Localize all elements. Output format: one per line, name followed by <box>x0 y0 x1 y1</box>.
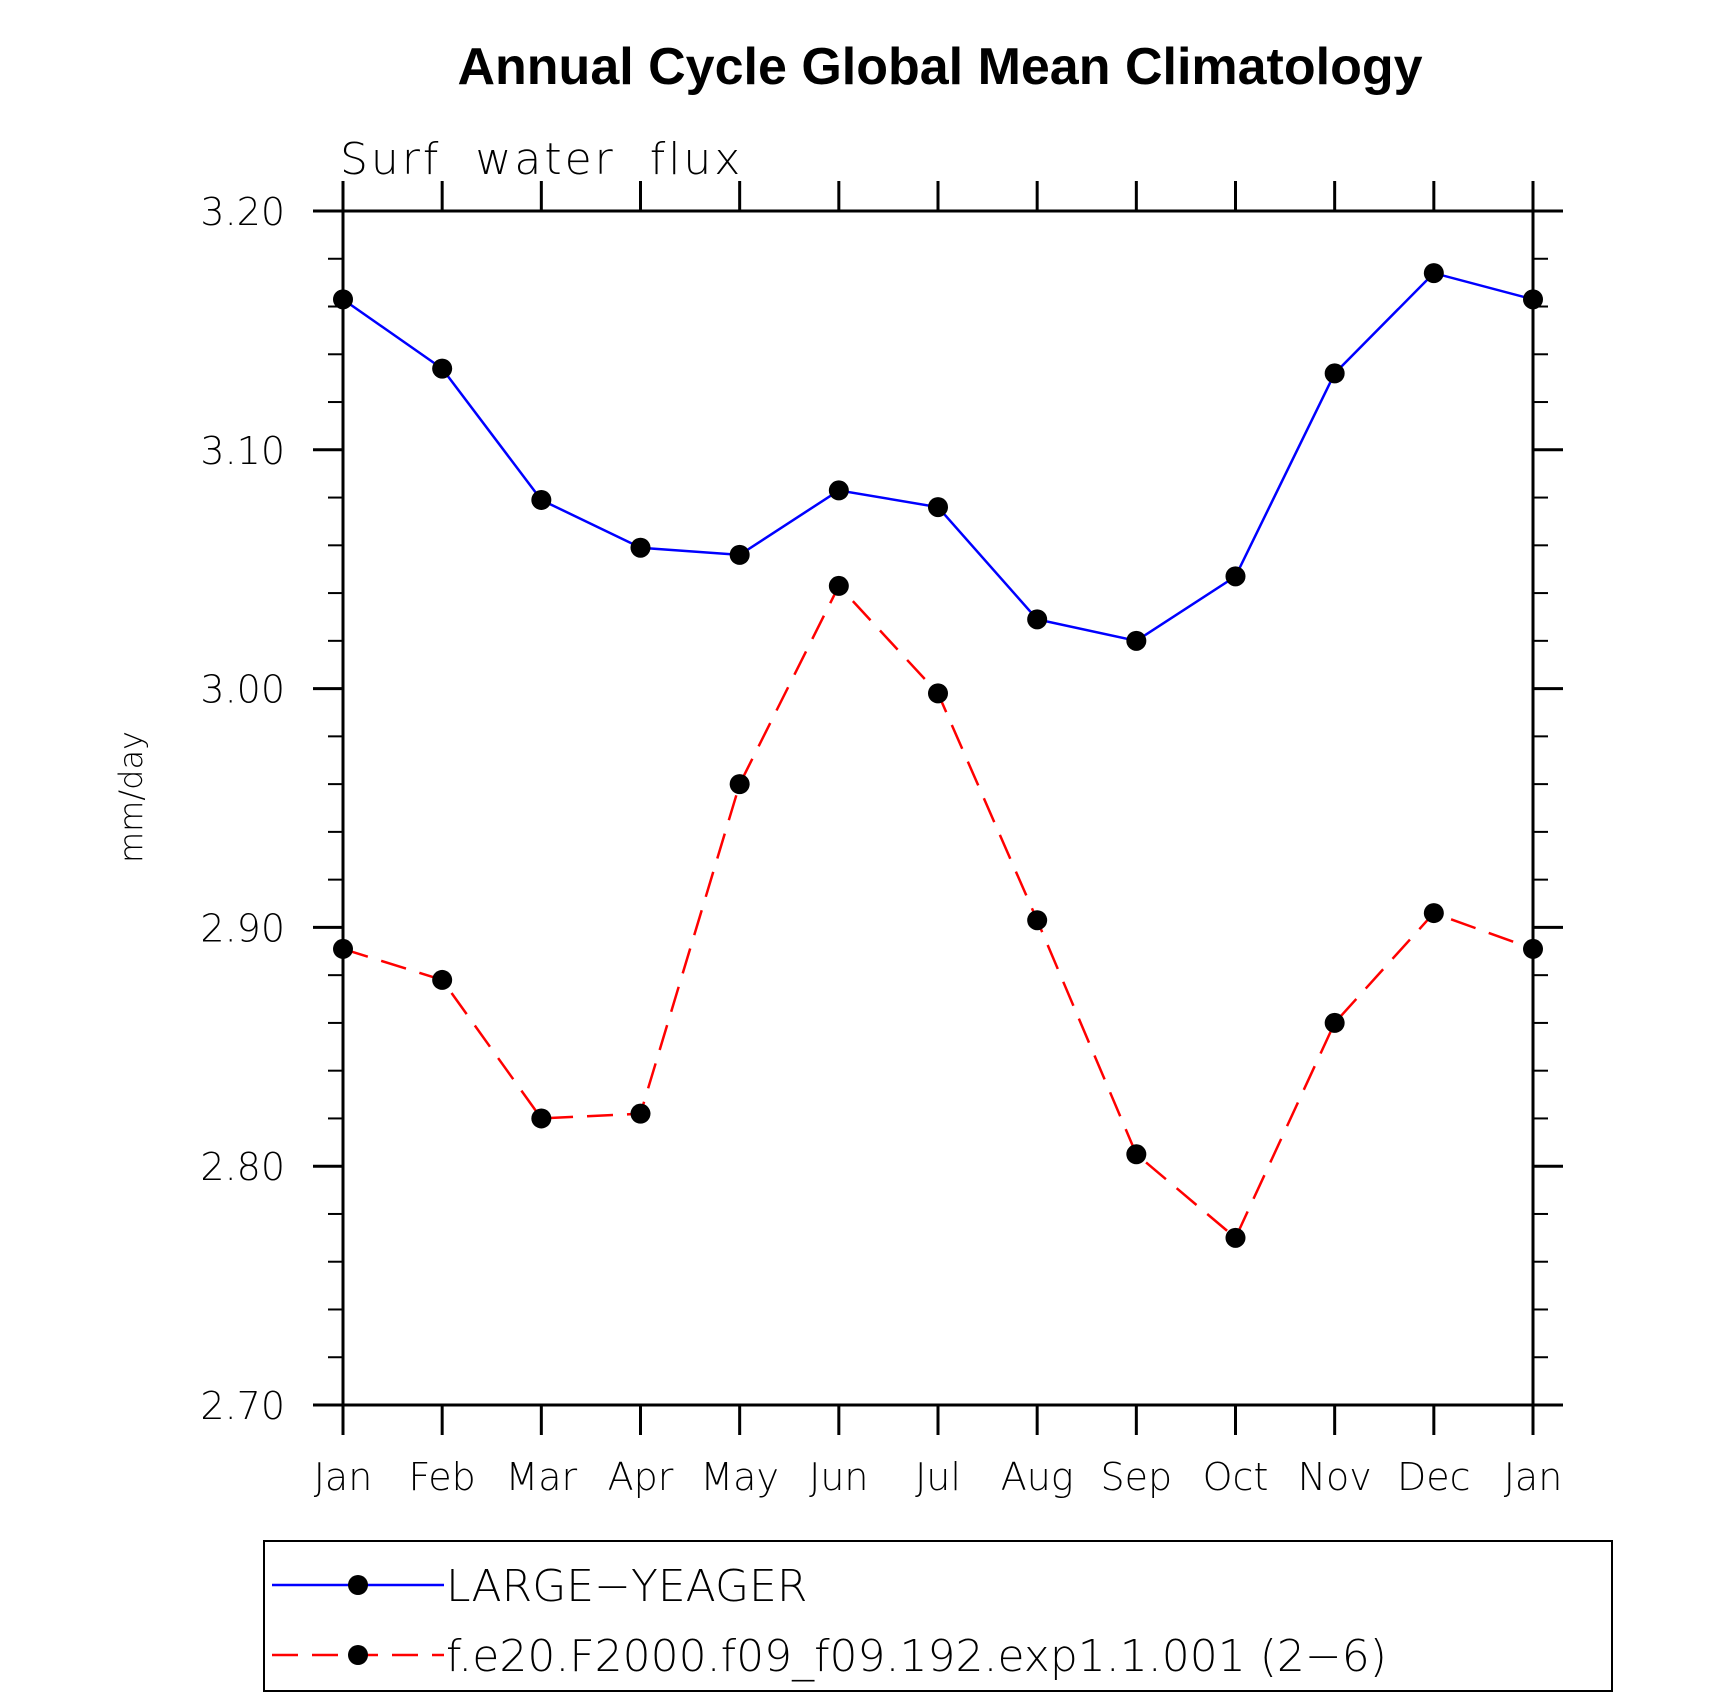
series-0-point <box>1523 289 1543 310</box>
series-0-point <box>1126 630 1147 651</box>
x-tick-label: Jun <box>809 1455 868 1499</box>
series-1-point <box>928 683 948 704</box>
series-0-point <box>1423 263 1444 284</box>
chart-subtitle: Surf water flux <box>340 134 743 185</box>
series-1-point <box>531 1108 552 1129</box>
x-tick-label: May <box>700 1455 779 1499</box>
legend-label: LARGE−YEAGER <box>446 1561 807 1612</box>
series-1-point <box>1324 1012 1345 1033</box>
x-tick-label: Jan <box>1504 1455 1563 1499</box>
x-tick-label: Jul <box>915 1455 961 1499</box>
x-tick-label: Aug <box>1001 1455 1074 1499</box>
x-tick-label: Sep <box>1101 1455 1173 1499</box>
y-axis-label: mm/day <box>112 731 150 863</box>
x-tick-label: Oct <box>1203 1455 1269 1499</box>
x-tick-label: Apr <box>608 1455 674 1499</box>
series-1-point <box>333 938 353 959</box>
series-1-point <box>1126 1144 1147 1165</box>
series-1-point <box>630 1103 651 1124</box>
y-tick-label: 3.10 <box>200 429 285 473</box>
series-1-point <box>432 969 453 990</box>
y-tick-label: 3.00 <box>200 668 285 712</box>
y-tick-label: 2.70 <box>200 1384 285 1428</box>
y-tick-label: 3.20 <box>200 190 285 234</box>
axes: Jan Feb Mar Apr May Jun Jul Aug Sep Oct Nov Dec Jan 2… <box>200 181 1563 1499</box>
legend-swatch-marker <box>348 1645 368 1665</box>
series-line-0 <box>342 271 1534 643</box>
series-0-point <box>828 480 849 501</box>
series-0-point <box>1027 609 1048 630</box>
chart-title: Annual Cycle Global Mean Climatology <box>457 38 1422 96</box>
legend-swatch-marker <box>348 1575 368 1595</box>
y-tick-label: 2.80 <box>200 1145 285 1189</box>
series-1-point <box>1027 910 1048 931</box>
x-tick-label: Feb <box>409 1455 476 1499</box>
plot-frame <box>341 209 1535 1407</box>
legend-label: f.e20.F2000.f09_f09.192.exp1.1.001 (2−6) <box>446 1631 1387 1682</box>
x-tick-label: Jan <box>314 1455 373 1499</box>
x-tick-label: Nov <box>1298 1455 1372 1499</box>
legend-box <box>263 1540 1613 1692</box>
series-0-point <box>333 289 353 310</box>
series-0-point <box>1225 566 1246 587</box>
series-0-point <box>630 537 651 558</box>
y-tick-label: 2.90 <box>200 906 285 950</box>
series-1-point <box>1423 903 1444 924</box>
series-1-point <box>1225 1227 1246 1248</box>
series-1-point <box>729 774 750 795</box>
series-0-point <box>729 544 750 565</box>
series-0-point <box>928 497 948 518</box>
series-0-point <box>531 489 552 510</box>
legend: LARGE−YEAGER f.e20.F2000.f09_f09.192.exp1… <box>263 1540 1613 1692</box>
x-tick-label: Dec <box>1397 1455 1471 1499</box>
series-0-point <box>432 358 453 379</box>
series-layer <box>333 263 1543 1248</box>
x-tick-label: Mar <box>505 1455 577 1499</box>
series-0-point <box>1324 363 1345 384</box>
series-1-point <box>1523 938 1543 959</box>
series-1-point <box>828 575 849 596</box>
